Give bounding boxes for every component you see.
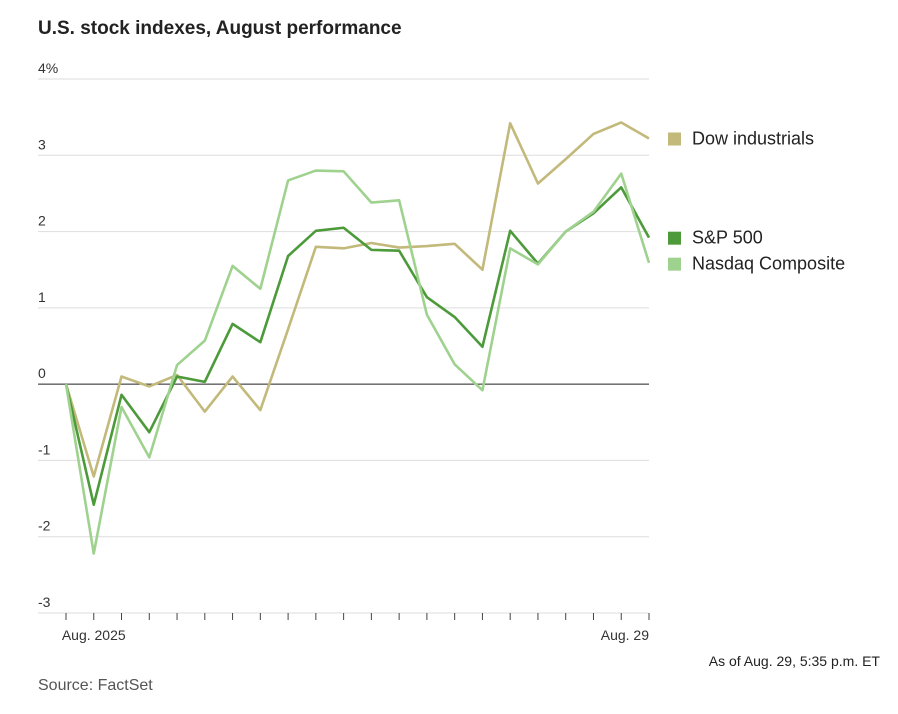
y-tick-label: 3 — [38, 136, 46, 152]
y-tick-label: -1 — [38, 441, 51, 457]
x-tick-label: Aug. 29 — [601, 627, 649, 643]
chart-title: U.S. stock indexes, August performance — [38, 18, 402, 39]
x-tick-label: Aug. 2025 — [62, 627, 126, 643]
series-line — [64, 169, 651, 555]
y-tick-label: -2 — [38, 518, 51, 534]
legend-swatch — [668, 132, 681, 146]
legend-swatch — [668, 231, 681, 245]
legend-label: Nasdaq Composite — [692, 254, 845, 274]
legend-swatch — [668, 257, 681, 271]
legend-label: S&P 500 — [692, 228, 763, 248]
y-tick-label: 0 — [38, 365, 46, 381]
y-tick-label: 4% — [38, 60, 58, 76]
y-tick-label: -3 — [38, 594, 51, 610]
legend-label: Dow industrials — [692, 129, 814, 149]
series-line — [64, 121, 650, 478]
y-tick-label: 1 — [38, 289, 46, 305]
source: Source: FactSet — [38, 677, 153, 694]
note: As of Aug. 29, 5:35 p.m. ET — [709, 653, 881, 669]
y-tick-label: 2 — [38, 213, 46, 229]
